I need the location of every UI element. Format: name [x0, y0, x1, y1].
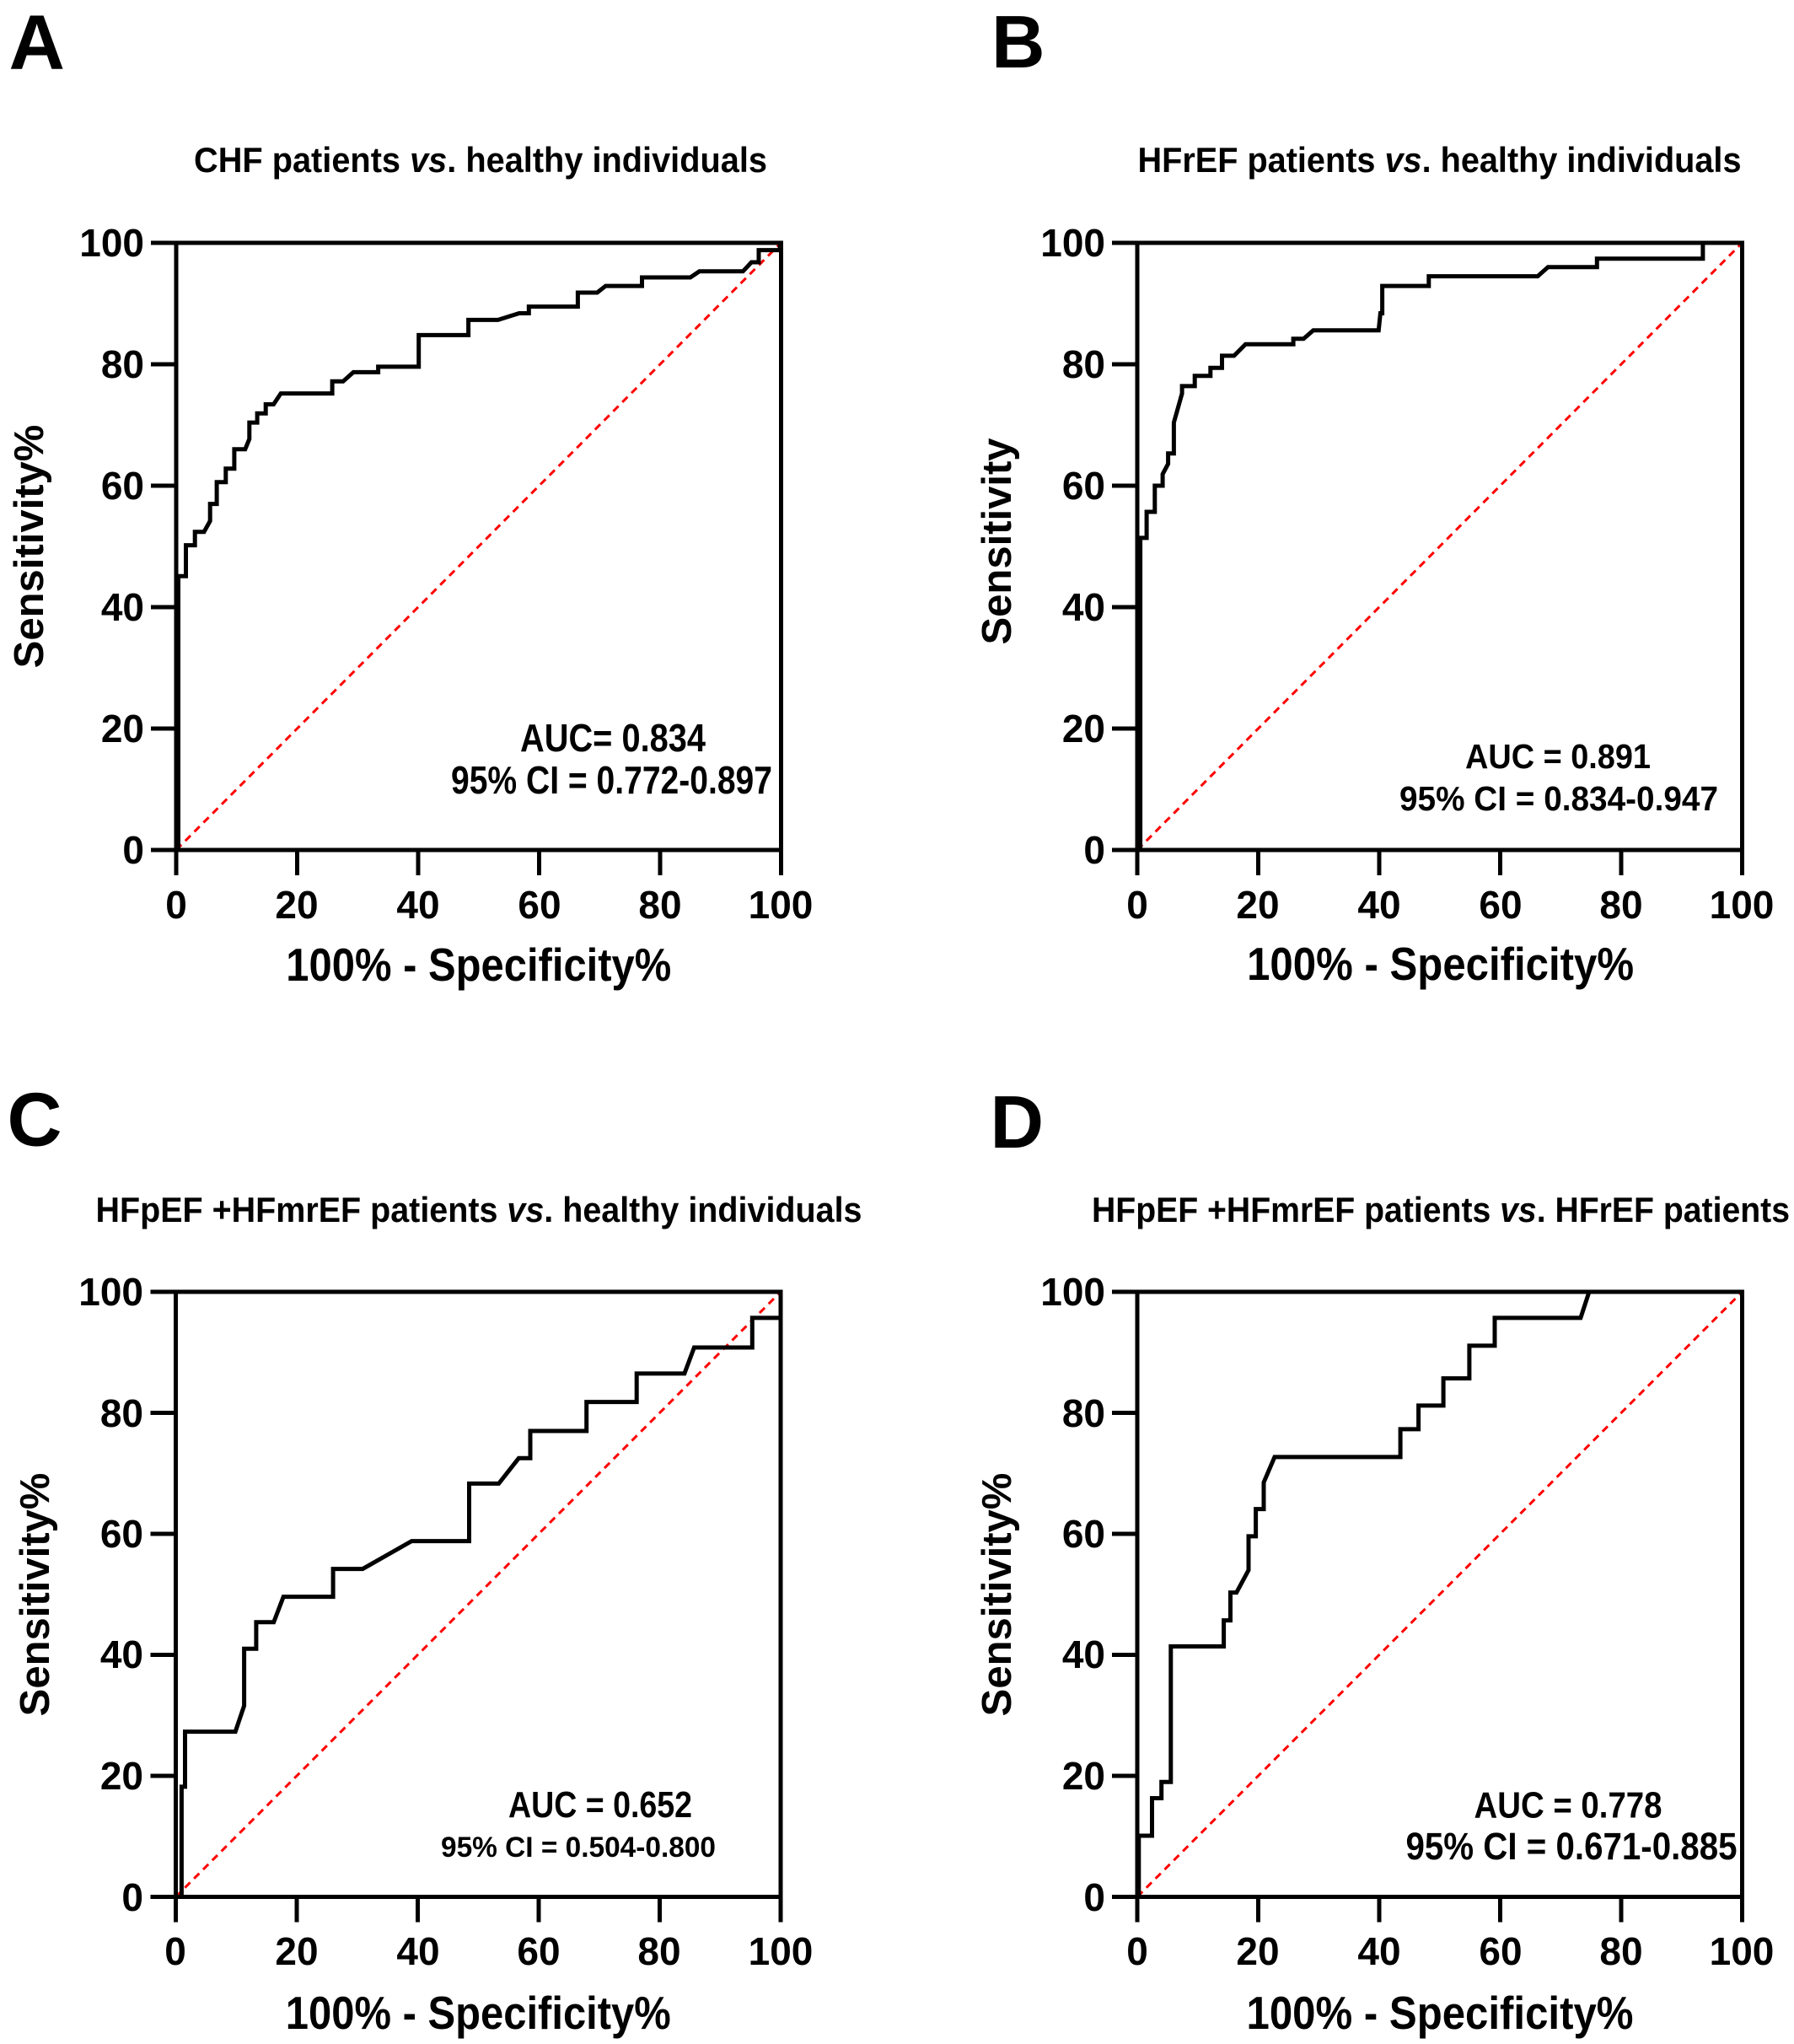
svg-text:AUC = 0.778: AUC = 0.778: [1474, 1785, 1662, 1826]
svg-text:20: 20: [1236, 1929, 1279, 1973]
svg-text:40: 40: [100, 1633, 143, 1676]
svg-text:0: 0: [1083, 1875, 1105, 1919]
svg-text:100: 100: [1040, 1270, 1105, 1314]
svg-text:80: 80: [1062, 1391, 1105, 1435]
svg-text:95% CI = 0.504-0.800: 95% CI = 0.504-0.800: [441, 1832, 716, 1864]
svg-text:80: 80: [638, 883, 681, 927]
svg-text:100% - Specificity%: 100% - Specificity%: [286, 939, 671, 991]
svg-text:HFpEF +HFmrEF patients vs. hea: HFpEF +HFmrEF patients vs. healthy indiv…: [96, 1190, 862, 1229]
svg-text:HFpEF +HFmrEF patients vs. HFr: HFpEF +HFmrEF patients vs. HFrEF patient…: [1092, 1190, 1790, 1229]
svg-text:80: 80: [100, 1391, 143, 1435]
svg-text:80: 80: [101, 342, 144, 386]
svg-text:40: 40: [396, 883, 439, 927]
svg-text:0: 0: [164, 1929, 186, 1973]
svg-text:100: 100: [749, 1929, 814, 1973]
svg-text:40: 40: [1062, 585, 1105, 629]
svg-text:95% CI = 0.834-0.947: 95% CI = 0.834-0.947: [1399, 779, 1718, 818]
svg-text:100% - Specificity%: 100% - Specificity%: [1247, 1987, 1634, 2039]
svg-text:40: 40: [1357, 883, 1400, 927]
svg-text:AUC = 0.891: AUC = 0.891: [1465, 737, 1651, 776]
svg-text:CHF patients vs. healthy indiv: CHF patients vs. healthy individuals: [194, 140, 767, 180]
svg-text:80: 80: [1062, 342, 1105, 386]
svg-text:0: 0: [1083, 828, 1105, 872]
svg-text:20: 20: [1236, 883, 1279, 927]
svg-text:D: D: [991, 1080, 1045, 1164]
svg-text:AUC = 0.652: AUC = 0.652: [508, 1784, 692, 1826]
svg-text:0: 0: [1126, 1929, 1148, 1973]
svg-text:60: 60: [1062, 464, 1105, 508]
svg-text:C: C: [8, 1078, 62, 1163]
svg-text:95% CI = 0.671-0.885: 95% CI = 0.671-0.885: [1406, 1825, 1738, 1868]
svg-text:20: 20: [275, 1929, 318, 1973]
svg-text:60: 60: [101, 464, 144, 508]
svg-text:60: 60: [1479, 883, 1522, 927]
svg-text:60: 60: [100, 1512, 143, 1556]
svg-text:60: 60: [518, 883, 561, 927]
svg-text:40: 40: [101, 585, 144, 629]
svg-text:Sensitivity: Sensitivity: [975, 438, 1020, 644]
svg-text:40: 40: [396, 1929, 439, 1973]
svg-text:Sensitivity%: Sensitivity%: [13, 1473, 58, 1717]
svg-text:100% - Specificity%: 100% - Specificity%: [286, 1987, 671, 2039]
svg-text:0: 0: [1126, 883, 1148, 927]
svg-text:60: 60: [1479, 1929, 1522, 1973]
svg-text:80: 80: [1599, 883, 1642, 927]
svg-text:100: 100: [749, 883, 814, 927]
svg-text:0: 0: [122, 828, 144, 872]
svg-text:20: 20: [1062, 1754, 1105, 1798]
svg-text:100: 100: [78, 1270, 143, 1314]
svg-text:100: 100: [1040, 221, 1105, 265]
svg-text:60: 60: [517, 1929, 560, 1973]
svg-text:100: 100: [79, 221, 144, 265]
svg-text:20: 20: [1062, 707, 1105, 750]
svg-text:60: 60: [1062, 1512, 1105, 1556]
svg-text:95% CI = 0.772-0.897: 95% CI = 0.772-0.897: [451, 758, 772, 802]
svg-text:100: 100: [1710, 1929, 1775, 1973]
svg-text:100: 100: [1710, 883, 1775, 927]
svg-text:HFrEF patients vs. healthy ind: HFrEF patients vs. healthy individuals: [1138, 140, 1742, 180]
svg-text:40: 40: [1357, 1929, 1400, 1973]
svg-text:B: B: [991, 0, 1045, 83]
svg-text:Sensitivity%: Sensitivity%: [975, 1473, 1020, 1717]
svg-text:Sensitivity%: Sensitivity%: [7, 425, 52, 669]
svg-text:80: 80: [1599, 1929, 1642, 1973]
svg-text:20: 20: [275, 883, 318, 927]
svg-text:40: 40: [1062, 1633, 1105, 1676]
svg-text:0: 0: [165, 883, 187, 927]
svg-text:20: 20: [101, 707, 144, 750]
svg-text:0: 0: [121, 1875, 143, 1919]
svg-text:80: 80: [637, 1929, 680, 1973]
svg-text:AUC= 0.834: AUC= 0.834: [520, 716, 706, 760]
svg-text:20: 20: [100, 1754, 143, 1798]
svg-text:100% - Specificity%: 100% - Specificity%: [1247, 938, 1634, 990]
svg-text:A: A: [9, 0, 65, 86]
